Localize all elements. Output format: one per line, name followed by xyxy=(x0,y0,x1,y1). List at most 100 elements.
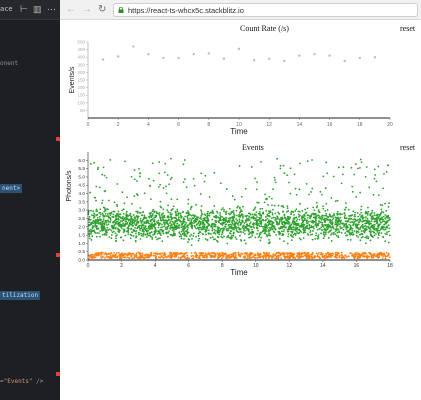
data-point xyxy=(103,215,106,218)
data-point xyxy=(302,223,305,226)
data-point xyxy=(132,235,135,237)
data-point xyxy=(388,230,390,233)
data-point xyxy=(163,216,166,219)
count-rate-reset-button[interactable]: reset xyxy=(400,24,416,33)
address-bar[interactable]: https://react-ts-whcx5c.stackblitz.io xyxy=(113,3,418,17)
data-point xyxy=(384,214,387,216)
back-arrow-icon[interactable]: ← xyxy=(66,4,76,15)
data-point xyxy=(349,233,352,236)
data-point xyxy=(101,212,104,215)
data-point xyxy=(280,217,283,220)
data-point xyxy=(112,225,114,228)
data-point xyxy=(133,255,136,257)
data-point xyxy=(243,239,246,242)
data-point xyxy=(182,163,185,166)
data-point xyxy=(273,176,276,179)
data-point xyxy=(228,226,231,229)
events-reset-button[interactable]: reset xyxy=(400,143,416,152)
data-point xyxy=(159,228,162,231)
data-point xyxy=(281,205,284,207)
data-point xyxy=(310,191,313,193)
data-point xyxy=(136,194,139,197)
data-point xyxy=(292,220,294,223)
data-point xyxy=(332,217,335,220)
data-point xyxy=(217,216,220,219)
data-point xyxy=(185,222,187,224)
data-point xyxy=(199,254,202,257)
data-point xyxy=(102,227,105,229)
data-point xyxy=(117,227,119,230)
data-point xyxy=(123,217,126,220)
data-point xyxy=(222,217,225,220)
data-point xyxy=(191,237,193,240)
data-point xyxy=(147,234,150,237)
data-point xyxy=(119,236,122,239)
data-point xyxy=(230,234,233,237)
data-point xyxy=(333,255,336,258)
data-point xyxy=(373,177,376,180)
y-tick-label: 1.0 xyxy=(78,241,85,247)
data-point xyxy=(278,223,280,226)
app-viewport: Count Rate (/s) reset 0 2 4 6 8 10 12 14 16 18 20 5… xyxy=(60,20,421,400)
data-point xyxy=(183,253,186,255)
data-point xyxy=(287,230,290,233)
data-point xyxy=(214,225,217,228)
data-point xyxy=(323,257,326,260)
x-axis-label: Time xyxy=(230,268,248,277)
layout-icon[interactable]: ▥ xyxy=(33,4,42,14)
data-point xyxy=(104,208,107,211)
data-point xyxy=(218,227,220,229)
reload-icon[interactable]: ↻ xyxy=(98,4,107,15)
data-point xyxy=(168,253,171,256)
data-point xyxy=(106,213,109,215)
data-point xyxy=(125,216,127,219)
data-point xyxy=(124,218,126,221)
data-point xyxy=(271,228,274,231)
more-options-icon[interactable]: ⋯ xyxy=(47,4,56,14)
data-point xyxy=(132,214,135,216)
data-point xyxy=(382,211,385,214)
data-point xyxy=(162,215,165,218)
data-point xyxy=(245,219,248,222)
data-point xyxy=(331,218,334,221)
data-point xyxy=(373,212,376,214)
data-point xyxy=(227,235,229,238)
data-point xyxy=(97,218,100,221)
data-point xyxy=(103,233,106,235)
data-point xyxy=(161,226,164,228)
data-point xyxy=(257,229,260,232)
split-view-icon[interactable]: ⊢ xyxy=(20,4,28,14)
data-point xyxy=(370,211,373,214)
data-point xyxy=(295,193,298,196)
x-tick-label: 14 xyxy=(320,263,326,269)
data-point xyxy=(177,256,180,259)
data-point xyxy=(294,228,297,231)
data-point xyxy=(233,213,236,216)
data-point xyxy=(344,214,347,217)
data-point xyxy=(204,238,207,240)
data-point xyxy=(243,224,245,227)
data-point xyxy=(267,219,270,222)
data-point xyxy=(387,241,390,244)
data-point xyxy=(300,231,303,233)
data-point xyxy=(382,255,385,257)
data-point xyxy=(371,209,374,212)
data-point xyxy=(357,236,360,238)
data-point xyxy=(336,227,338,230)
data-point xyxy=(357,223,360,226)
data-point xyxy=(360,211,363,214)
data-point xyxy=(264,216,267,218)
data-point xyxy=(287,210,290,212)
data-point xyxy=(89,223,92,226)
data-point xyxy=(235,222,237,225)
data-point xyxy=(90,233,92,235)
data-point xyxy=(213,225,216,227)
data-point xyxy=(239,224,242,226)
y-tick-label: 1.5 xyxy=(78,233,85,239)
forward-arrow-icon[interactable]: → xyxy=(82,4,92,15)
data-point xyxy=(301,209,304,212)
data-point xyxy=(360,205,363,208)
data-point xyxy=(95,185,98,188)
data-point xyxy=(289,216,291,219)
data-point xyxy=(123,252,126,255)
